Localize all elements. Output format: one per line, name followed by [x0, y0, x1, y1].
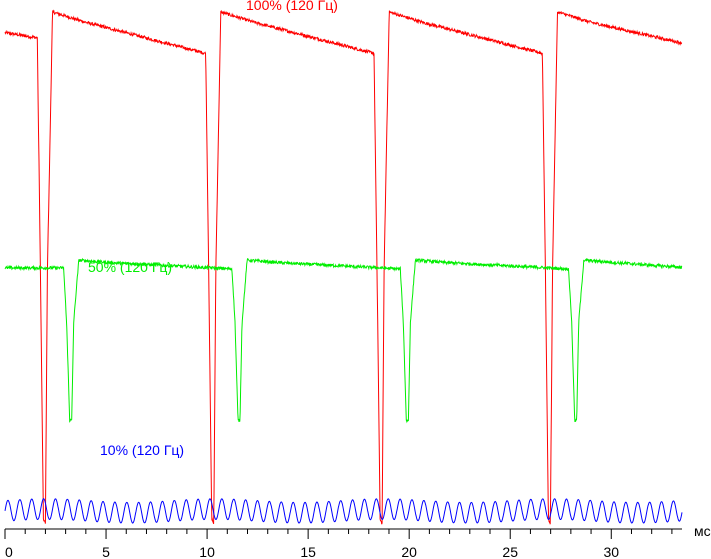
x-tick-label: 15 [300, 544, 316, 559]
series-line-0 [4, 9, 683, 525]
x-tick-label: 0 [5, 544, 13, 559]
series-line-1 [4, 257, 683, 424]
series-line-2 [4, 498, 683, 524]
series-label-100: 100% (120 Гц) [246, 0, 338, 13]
x-tick-label: 10 [199, 544, 215, 559]
series-layer [4, 9, 683, 525]
x-axis-ticks: 0 5 10 15 20 25 30 [4, 529, 673, 559]
series-label-10: 10% (120 Гц) [100, 442, 184, 458]
x-tick-label: 30 [603, 544, 619, 559]
series-label-50: 50% (120 Гц) [88, 259, 172, 275]
x-axis-label: мс [694, 523, 711, 539]
x-tick-label: 5 [102, 544, 110, 559]
x-tick-label: 25 [502, 544, 518, 559]
x-tick-label: 20 [401, 544, 417, 559]
